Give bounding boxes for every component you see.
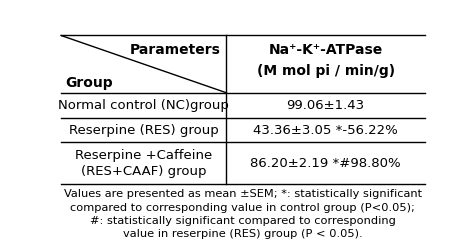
Text: #: statistically significant compared to corresponding: #: statistically significant compared to… [90, 216, 396, 226]
Text: Na⁺-K⁺-ATPase: Na⁺-K⁺-ATPase [268, 43, 383, 57]
Text: Normal control (NC)group: Normal control (NC)group [58, 99, 229, 112]
Text: compared to corresponding value in control group (P<0.05);: compared to corresponding value in contr… [71, 203, 415, 213]
Text: Group: Group [65, 76, 112, 90]
Text: Reserpine (RES) group: Reserpine (RES) group [69, 124, 219, 136]
Text: 99.06±1.43: 99.06±1.43 [286, 99, 365, 112]
Text: value in reserpine (RES) group (P < 0.05).: value in reserpine (RES) group (P < 0.05… [123, 229, 363, 239]
Text: (M mol pi / min/g): (M mol pi / min/g) [256, 64, 395, 78]
Text: 86.20±2.19 *#98.80%: 86.20±2.19 *#98.80% [250, 157, 401, 170]
Text: Parameters: Parameters [130, 43, 221, 57]
Text: Values are presented as mean ±SEM; *: statistically significant: Values are presented as mean ±SEM; *: st… [64, 189, 422, 199]
Text: Reserpine +Caffeine
(RES+CAAF) group: Reserpine +Caffeine (RES+CAAF) group [75, 149, 212, 178]
Text: 43.36±3.05 *-56.22%: 43.36±3.05 *-56.22% [253, 124, 398, 136]
